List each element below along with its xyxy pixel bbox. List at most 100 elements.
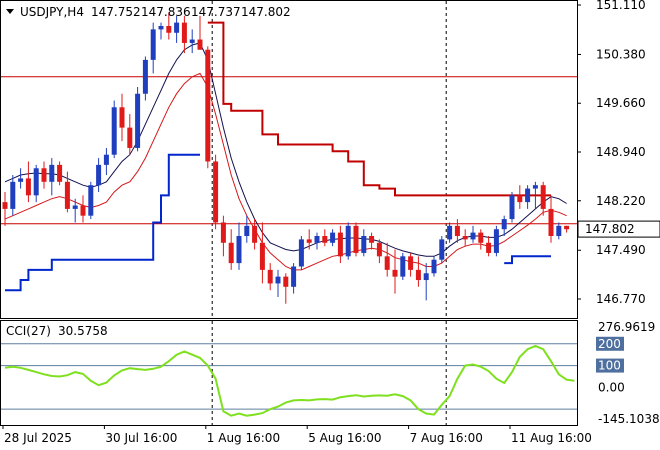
candle-body <box>283 276 289 287</box>
price-tick-label: 150.380 <box>596 47 646 61</box>
candle <box>361 229 367 257</box>
candle <box>291 263 297 294</box>
candle <box>96 158 102 192</box>
candle-body <box>275 276 281 284</box>
candle-body <box>447 225 453 240</box>
candle <box>470 225 476 243</box>
cci-title: CCI(27) <box>6 324 51 338</box>
candle-body <box>213 161 219 223</box>
candle <box>64 171 70 213</box>
candle <box>213 154 219 230</box>
price-tick-label: 148.940 <box>596 145 646 159</box>
candle-body <box>548 208 554 236</box>
candle <box>259 222 265 284</box>
price-tick-label: 147.490 <box>596 243 646 257</box>
candle <box>486 236 492 257</box>
ohlc-open: 147.752 <box>91 5 141 19</box>
candle <box>275 269 281 297</box>
candle-body <box>2 202 8 209</box>
candle <box>517 185 523 209</box>
candle-body <box>314 236 320 243</box>
candle-body <box>408 256 414 270</box>
candle <box>447 222 453 243</box>
candle <box>41 161 47 189</box>
candle <box>2 191 8 226</box>
trailing-stop-segment-2 <box>504 255 551 265</box>
price-tick-label: 151.110 <box>596 0 646 12</box>
candle <box>548 195 554 243</box>
collapse-triangle-icon[interactable] <box>6 9 14 14</box>
candle <box>252 219 258 250</box>
candle <box>337 225 343 264</box>
candle-body <box>291 266 297 287</box>
candle <box>142 56 148 101</box>
trailing-stop-segment-1 <box>5 153 200 292</box>
candle-body <box>423 273 429 281</box>
candle-body <box>158 26 164 30</box>
candle <box>197 15 203 50</box>
candle-body <box>244 225 250 236</box>
candle-body <box>501 219 507 230</box>
candle-body <box>189 39 195 43</box>
cci-tick-label: 100 <box>598 359 621 373</box>
candle <box>525 185 531 209</box>
cci-plot <box>1 343 577 417</box>
current-price-label: 147.802 <box>585 222 635 236</box>
candle-body <box>353 225 359 253</box>
candle <box>158 22 164 40</box>
cci-tick-label: 276.9619 <box>598 320 655 334</box>
cci-axis: 276.9619 200 100 0.00 -145.1038 <box>596 320 660 426</box>
ohlc-high: 147.836 <box>141 5 191 19</box>
candle <box>415 256 421 287</box>
candle-body <box>197 39 203 50</box>
candle-body <box>525 188 531 203</box>
candle-body <box>369 236 375 243</box>
candle <box>369 232 375 250</box>
candle-body <box>33 168 39 196</box>
candle-body <box>135 93 141 148</box>
candle-body <box>306 239 312 243</box>
price-tick-label: 148.220 <box>596 194 646 208</box>
candle-body <box>181 22 187 43</box>
cci-tick-label: -145.1038 <box>598 412 660 426</box>
candle <box>493 225 499 257</box>
candle-body <box>236 236 242 264</box>
candle-body <box>564 225 570 230</box>
candle-body <box>10 181 16 209</box>
candle <box>119 93 125 142</box>
candle <box>33 164 39 203</box>
candle-body <box>267 269 273 284</box>
candle-body <box>88 185 94 216</box>
candle-body <box>509 195 515 220</box>
candle-body <box>431 259 437 274</box>
time-axis: 28 Jul 2025 30 Jul 16:00 1 Aug 16:00 5 Aug … <box>2 425 592 445</box>
candle-body <box>142 59 148 94</box>
candle <box>111 100 117 159</box>
candle <box>408 252 414 277</box>
candle-body <box>478 232 484 243</box>
price-plot <box>1 12 577 304</box>
candle-body <box>41 168 47 182</box>
cci-tick-label: 200 <box>598 337 621 351</box>
candle-body <box>205 49 211 162</box>
candle-body <box>174 22 180 33</box>
cci-line-group <box>4 344 575 417</box>
candle-body <box>532 185 538 189</box>
candle-body <box>439 239 445 260</box>
candle <box>244 215 250 243</box>
candle-body <box>57 164 63 182</box>
candle <box>462 229 468 247</box>
cci-panel-frame <box>0 320 578 426</box>
fast-ma-line <box>4 72 567 271</box>
candle <box>314 232 320 250</box>
candle-body <box>220 222 226 243</box>
price-axis: 151.110 150.380 149.660 148.940 148.220 147.4… <box>577 0 646 306</box>
cci-tick-label: 0.00 <box>598 380 625 394</box>
candle-body <box>127 127 133 148</box>
cci-level-tag <box>596 336 624 351</box>
candle <box>376 239 382 264</box>
candle <box>267 263 273 291</box>
candle-body <box>462 236 468 240</box>
candle-body <box>119 107 125 128</box>
